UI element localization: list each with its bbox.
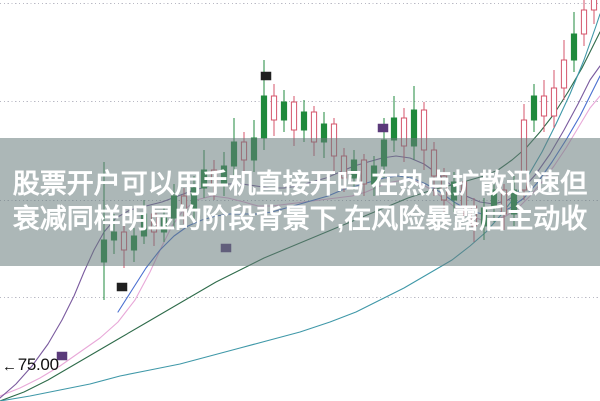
signal-marker bbox=[260, 71, 272, 81]
signal-marker bbox=[56, 351, 68, 361]
candle bbox=[530, 84, 538, 132]
candle bbox=[580, 0, 588, 46]
signal-marker bbox=[116, 282, 128, 292]
candle bbox=[560, 40, 568, 100]
candle bbox=[270, 84, 278, 136]
candle bbox=[300, 100, 308, 142]
price-arrow-icon: ← bbox=[2, 357, 17, 375]
price-value: 75.00 bbox=[17, 355, 59, 374]
candle bbox=[280, 90, 288, 132]
candle bbox=[550, 70, 558, 128]
candle bbox=[590, 0, 598, 24]
candle bbox=[290, 96, 298, 146]
price-axis-label: ← 75.00 bbox=[2, 355, 59, 375]
signal-marker bbox=[377, 123, 389, 133]
candle bbox=[540, 80, 548, 132]
text-overlay-band bbox=[0, 138, 600, 266]
candle bbox=[570, 12, 578, 72]
